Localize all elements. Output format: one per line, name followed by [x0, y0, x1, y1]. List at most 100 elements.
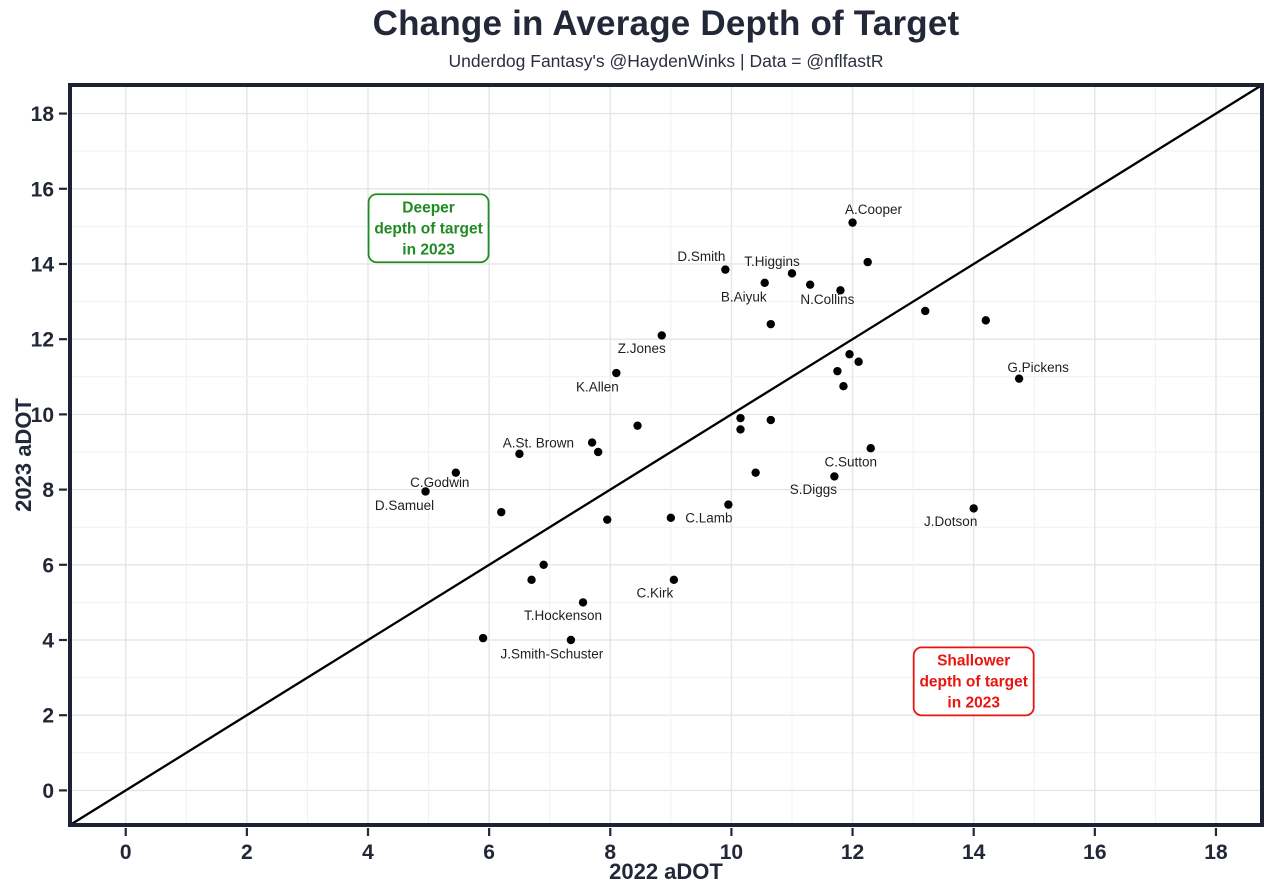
- data-point: [669, 575, 679, 585]
- point-label: C.Kirk: [636, 585, 673, 600]
- point-label: N.Collins: [800, 292, 854, 307]
- data-point: [787, 269, 797, 278]
- y-tick-label: 6: [42, 554, 54, 577]
- x-tick-label: 6: [483, 841, 495, 864]
- data-point: [721, 265, 730, 274]
- point-label: A.St. Brown: [503, 435, 574, 450]
- data-point: [603, 515, 612, 524]
- point-label: C.Godwin: [410, 475, 469, 490]
- data-point: [478, 633, 488, 643]
- point-label: A.Cooper: [845, 202, 903, 217]
- data-point: [421, 487, 430, 496]
- annotation-text-deeper: Deeper: [402, 199, 455, 216]
- point-label: B.Aiyuk: [721, 289, 767, 304]
- x-tick-label: 8: [604, 841, 616, 864]
- y-tick-label: 14: [31, 253, 55, 276]
- data-point: [805, 280, 815, 289]
- data-point: [845, 350, 854, 359]
- data-point: [527, 575, 536, 585]
- point-label: S.Diggs: [790, 482, 838, 497]
- x-tick-label: 18: [1204, 841, 1228, 864]
- annotation-box-shallower: Shallower depth of target in 2023: [912, 646, 1035, 717]
- x-tick-label: 0: [120, 841, 132, 864]
- point-label: J.Smith-Schuster: [501, 647, 604, 662]
- y-tick-label: 4: [42, 630, 54, 653]
- labels-layer: A.Cooper D.Smith T.Higgins B.Aiyuk N.Collins…: [375, 202, 1069, 661]
- data-point: [497, 507, 506, 517]
- y-tick-label: 18: [31, 103, 55, 126]
- data-point: [766, 415, 775, 425]
- data-point: [863, 257, 872, 267]
- page-title: Change in Average Depth of Target: [372, 4, 960, 43]
- point-label: K.Allen: [576, 380, 619, 395]
- annotation-layer: Deeper depth of target in 2023 Shallower dep…: [367, 193, 1035, 717]
- data-point: [593, 447, 603, 457]
- data-point: [578, 598, 588, 607]
- data-point: [854, 357, 863, 366]
- data-point: [736, 425, 745, 434]
- point-label: D.Smith: [677, 249, 725, 264]
- axis-layer: 0 2 4 6 8 10 12 14 16 18 0 2 4 6 8 10 12 14 16 18: [31, 103, 1228, 864]
- annotation-box-deeper: Deeper depth of target in 2023: [367, 193, 490, 264]
- reference-line-layer: [69, 84, 1263, 826]
- point-label: C.Sutton: [824, 455, 877, 470]
- data-point: [633, 421, 642, 430]
- annotation-text-shallower: in 2023: [947, 694, 1000, 711]
- plot-panel-border: [68, 83, 1264, 827]
- data-point: [866, 444, 875, 453]
- data-point: [766, 319, 775, 329]
- x-tick-label: 14: [962, 841, 986, 864]
- data-point: [736, 413, 745, 423]
- data-point: [724, 500, 733, 509]
- annotation-text-deeper: depth of target: [374, 220, 483, 237]
- data-point: [1014, 374, 1024, 383]
- data-point: [657, 331, 666, 340]
- data-point: [836, 286, 845, 295]
- y-tick-label: 8: [42, 479, 54, 502]
- data-point: [666, 513, 676, 522]
- x-axis-title: 2022 aDOT: [609, 859, 723, 884]
- x-tick-label: 10: [720, 841, 743, 864]
- y-tick-label: 10: [31, 404, 54, 427]
- data-point: [921, 306, 930, 316]
- data-point: [839, 381, 848, 391]
- point-label: T.Higgins: [744, 254, 800, 269]
- data-point: [539, 560, 548, 569]
- point-label: T.Hockenson: [524, 608, 602, 623]
- points-layer: [421, 218, 1024, 645]
- annotation-border-deeper: [367, 193, 490, 264]
- identity-line: [69, 84, 1263, 826]
- x-tick-label: 16: [1083, 841, 1106, 864]
- point-label: J.Dotson: [924, 514, 977, 529]
- data-point: [566, 635, 576, 645]
- y-tick-label: 0: [42, 780, 54, 803]
- point-label: Z.Jones: [618, 341, 666, 356]
- data-point: [515, 449, 524, 459]
- annotation-border-shallower: [912, 646, 1035, 717]
- data-point: [612, 368, 621, 378]
- grid-layer: [70, 85, 1262, 825]
- x-tick-label: 12: [841, 841, 864, 864]
- y-tick-label: 16: [31, 178, 54, 201]
- x-tick-label: 2: [241, 841, 253, 864]
- data-point: [760, 278, 769, 287]
- annotation-text-shallower: depth of target: [919, 673, 1028, 690]
- data-point: [981, 316, 991, 325]
- data-point: [848, 218, 857, 227]
- point-label: D.Samuel: [375, 498, 434, 513]
- data-point: [969, 504, 978, 513]
- data-point: [451, 468, 461, 477]
- y-axis-title: 2023 aDOT: [11, 398, 36, 512]
- y-tick-label: 2: [42, 705, 54, 728]
- data-point: [751, 468, 760, 477]
- data-point: [587, 438, 597, 447]
- data-point: [833, 366, 842, 376]
- data-point: [830, 472, 839, 481]
- point-label: G.Pickens: [1007, 360, 1069, 375]
- y-tick-label: 12: [31, 329, 54, 352]
- x-tick-label: 4: [362, 841, 374, 864]
- chart-subtitle: Underdog Fantasy's @HaydenWinks | Data =…: [448, 51, 884, 71]
- annotation-text-deeper: in 2023: [402, 241, 455, 258]
